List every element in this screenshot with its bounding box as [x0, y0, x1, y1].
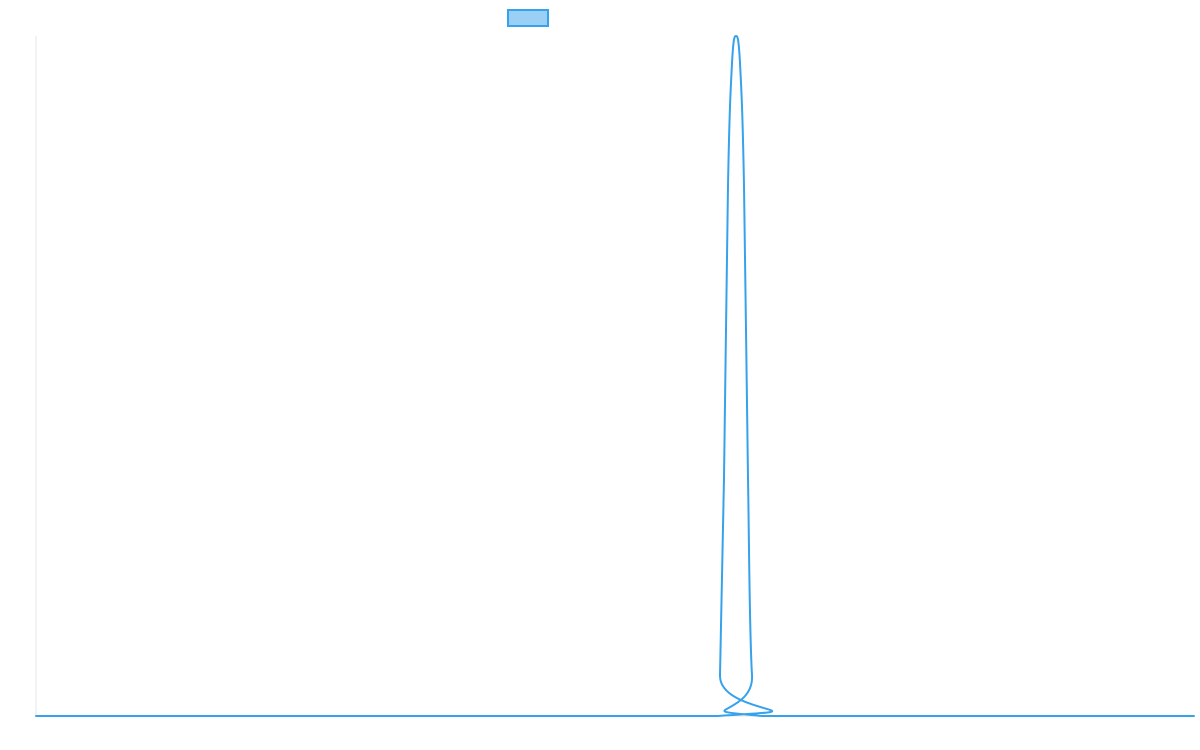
legend-item[interactable] — [507, 9, 549, 27]
chart-legend[interactable] — [507, 9, 549, 27]
legend-swatch[interactable] — [507, 9, 549, 27]
series-line-0 — [35, 35, 1195, 718]
series-layer — [35, 35, 1195, 718]
chart-axes — [35, 36, 1194, 717]
